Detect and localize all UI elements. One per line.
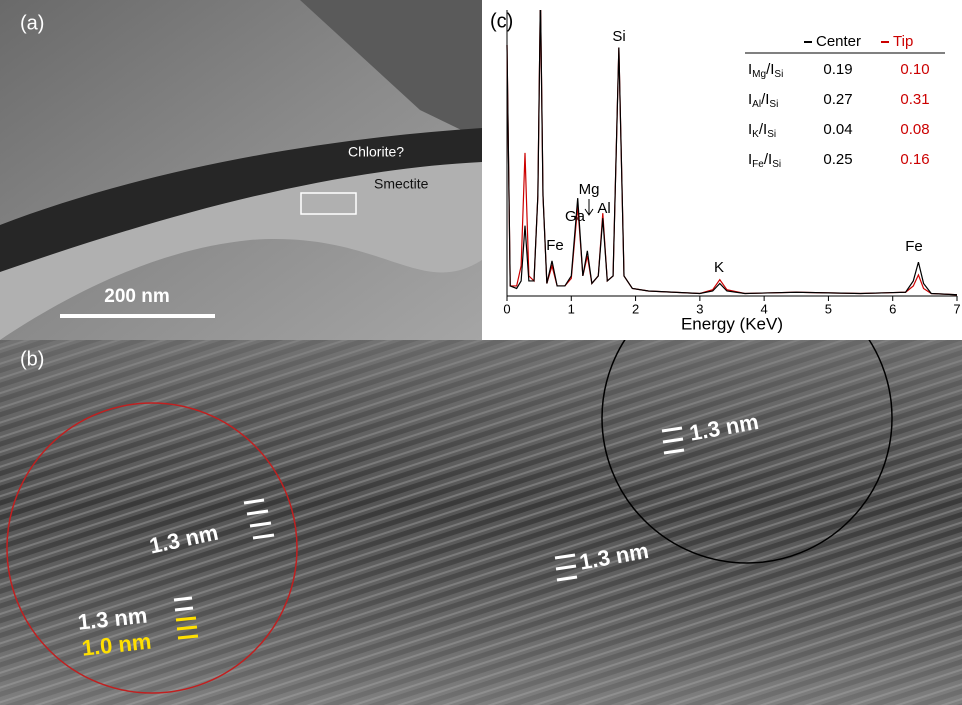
peak-label: Mg [579, 181, 600, 198]
scale-label: 200 nm [104, 286, 169, 307]
x-tick-label: 5 [825, 301, 832, 316]
subscript: Si [772, 159, 781, 170]
x-tick-label: 2 [632, 301, 639, 316]
subscript: Si [774, 69, 783, 80]
table-cell: 0.16 [900, 151, 929, 168]
table-cell: 0.25 [823, 151, 852, 168]
legend-label: Center [816, 33, 861, 50]
panel-background [482, 0, 962, 340]
subscript: Mg [752, 69, 766, 80]
panel-label: (b) [20, 348, 44, 370]
table-cell: 0.27 [823, 91, 852, 108]
ratio-text: /I [764, 151, 772, 168]
x-tick-label: 1 [568, 301, 575, 316]
panel-a: (a) Chlorite? Smectite 200 nm [0, 0, 482, 340]
peak-label: Fe [905, 238, 923, 255]
ratio-text: /I [761, 91, 769, 108]
x-tick-label: 4 [761, 301, 768, 316]
x-axis-label: Energy (KeV) [681, 314, 783, 333]
panel-label: (c) [490, 10, 513, 32]
x-tick-label: 6 [889, 301, 896, 316]
figure: (a) Chlorite? Smectite 200 nm (b) 1.3 nm… [0, 0, 962, 705]
legend-label: Tip [893, 33, 913, 50]
subscript: Al [752, 99, 761, 110]
panel-label: (a) [20, 12, 44, 34]
table-cell: 0.08 [900, 121, 929, 138]
peak-label: K [714, 259, 724, 276]
x-tick-label: 0 [503, 301, 510, 316]
table-cell: 0.04 [823, 121, 852, 138]
ratio-text: /I [759, 121, 767, 138]
peak-label: Fe [546, 237, 564, 254]
ratio-text: /I [766, 61, 774, 78]
table-cell: 0.31 [900, 91, 929, 108]
subscript: Fe [752, 159, 764, 170]
x-tick-label: 3 [696, 301, 703, 316]
annotation: Chlorite? [348, 144, 404, 160]
peak-label: Si [612, 28, 625, 45]
table-cell: 0.10 [900, 61, 929, 78]
subscript: Si [767, 129, 776, 140]
subscript: Si [769, 99, 778, 110]
annotation: Smectite [374, 176, 429, 192]
peak-label: Al [597, 200, 610, 217]
table-cell: 0.19 [823, 61, 852, 78]
x-tick-label: 7 [953, 301, 960, 316]
